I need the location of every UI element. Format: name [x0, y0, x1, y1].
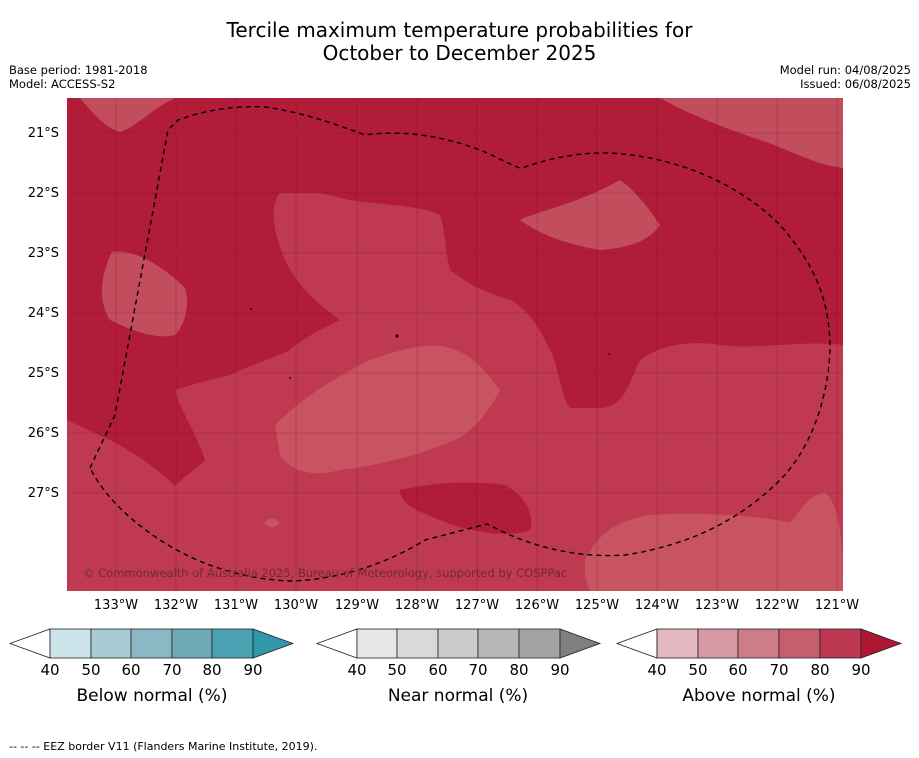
island-marker — [395, 334, 399, 338]
colorbar-below-seg-5 — [211, 628, 254, 659]
lat-label: 27°S — [27, 486, 59, 501]
colorbar-below-arrow-left — [8, 628, 51, 659]
colorbar-below-tick: 90 — [243, 661, 263, 679]
low-prob-patch-small — [665, 563, 680, 591]
model-run: Model run: 04/08/2025 — [779, 63, 911, 77]
colorbar-above-arrow-right — [860, 628, 903, 659]
base-period: Base period: 1981-2018 — [9, 63, 148, 77]
colorbar-near-tick: 70 — [468, 661, 488, 679]
mid-prob-patch-northeast — [520, 180, 660, 250]
lat-label: 22°S — [27, 186, 59, 201]
colorbar-above-tick: 60 — [728, 661, 748, 679]
lon-label: 131°W — [213, 598, 259, 613]
model-name: Model: ACCESS-S2 — [9, 77, 116, 91]
lon-label: 124°W — [634, 598, 680, 613]
chart-title: Tercile maximum temperature probabilitie… — [0, 19, 919, 65]
colorbar-near-seg-4 — [477, 628, 520, 659]
colorbar-above-seg-4 — [778, 628, 821, 659]
map-gridlines — [67, 98, 843, 591]
high-prob-region-north — [67, 98, 843, 486]
meta-right: Model run: 04/08/2025 Issued: 06/08/2025 — [780, 63, 911, 91]
colorbar-above — [615, 628, 903, 659]
colorbar-near-tick: 60 — [428, 661, 448, 679]
map-copyright: © Commonwealth of Australia 2025, Bureau… — [83, 566, 568, 580]
colorbar-below-tick: 40 — [40, 661, 60, 679]
colorbar-below-seg-2 — [90, 628, 132, 659]
title-line-2: October to December 2025 — [322, 41, 597, 65]
colorbar-below-tick: 60 — [121, 661, 141, 679]
colorbar-below — [8, 628, 295, 659]
mid-prob-patch-topright — [660, 98, 843, 168]
colorbar-below-seg-3 — [130, 628, 173, 659]
probability-field — [67, 98, 843, 591]
lon-label: 129°W — [334, 598, 380, 613]
colorbar-above-seg-3 — [737, 628, 780, 659]
eez-footnote: -- -- -- EEZ border V11 (Flanders Marine… — [9, 740, 318, 753]
low-prob-patch-center — [275, 345, 500, 474]
low-prob-patch-dot — [265, 518, 279, 528]
colorbar-near-arrow-left — [315, 628, 358, 659]
low-prob-patch-southeast — [584, 492, 843, 591]
colorbar-above-arrow-left — [615, 628, 658, 659]
colorbar-near-arrow-right — [559, 628, 602, 659]
eez-border — [89, 105, 831, 582]
lon-label: 126°W — [514, 598, 560, 613]
lat-label: 24°S — [27, 306, 59, 321]
colorbar-near-seg-3 — [437, 628, 479, 659]
lon-label: 132°W — [153, 598, 199, 613]
colorbar-below-tick: 50 — [81, 661, 101, 679]
colorbar-above-seg-2 — [697, 628, 739, 659]
colorbar-near-seg-1 — [356, 628, 398, 659]
colorbar-above-tick: 90 — [851, 661, 871, 679]
lon-label: 121°W — [814, 598, 860, 613]
colorbar-above-seg-5 — [819, 628, 862, 659]
lon-label: 128°W — [394, 598, 440, 613]
small-islands — [250, 308, 610, 379]
lon-label: 122°W — [754, 598, 800, 613]
colorbar-above-title: Above normal (%) — [682, 686, 836, 706]
colorbar-below-tick: 80 — [202, 661, 222, 679]
colorbar-below-seg-4 — [171, 628, 213, 659]
high-prob-region-south — [400, 482, 532, 534]
colorbar-near-tick: 50 — [387, 661, 407, 679]
lat-label: 25°S — [27, 366, 59, 381]
colorbar-near-tick: 80 — [509, 661, 529, 679]
island-marker — [289, 377, 291, 379]
colorbar-above-tick: 70 — [769, 661, 789, 679]
meta-left: Base period: 1981-2018 Model: ACCESS-S2 — [9, 63, 148, 91]
lon-label: 123°W — [694, 598, 740, 613]
lat-label: 23°S — [27, 246, 59, 261]
lat-label: 26°S — [27, 426, 59, 441]
colorbar-below-title: Below normal (%) — [76, 686, 228, 706]
colorbar-below-seg-1 — [49, 628, 92, 659]
colorbar-above-tick: 80 — [810, 661, 830, 679]
island-marker — [608, 353, 610, 355]
colorbar-below-arrow-right — [252, 628, 295, 659]
colorbar-near-title: Near normal (%) — [387, 686, 529, 706]
colorbar-above-seg-1 — [656, 628, 699, 659]
lon-label: 130°W — [273, 598, 319, 613]
colorbar-near-seg-5 — [518, 628, 561, 659]
lon-label: 125°W — [574, 598, 620, 613]
colorbar-near-tick: 90 — [550, 661, 570, 679]
lon-label: 133°W — [93, 598, 139, 613]
issued-date: Issued: 06/08/2025 — [800, 77, 911, 91]
lat-label: 21°S — [27, 126, 59, 141]
colorbar-near — [315, 628, 602, 659]
colorbar-near-tick: 40 — [347, 661, 367, 679]
colorbar-above-tick: 50 — [688, 661, 708, 679]
island-marker — [250, 308, 252, 310]
mid-prob-patch-west — [102, 251, 187, 337]
colorbar-above-tick: 40 — [647, 661, 667, 679]
lon-label: 127°W — [454, 598, 500, 613]
colorbar-below-tick: 70 — [162, 661, 182, 679]
mid-prob-patch-topleft — [67, 98, 175, 132]
title-line-1: Tercile maximum temperature probabilitie… — [226, 18, 693, 42]
colorbar-near-seg-2 — [396, 628, 439, 659]
